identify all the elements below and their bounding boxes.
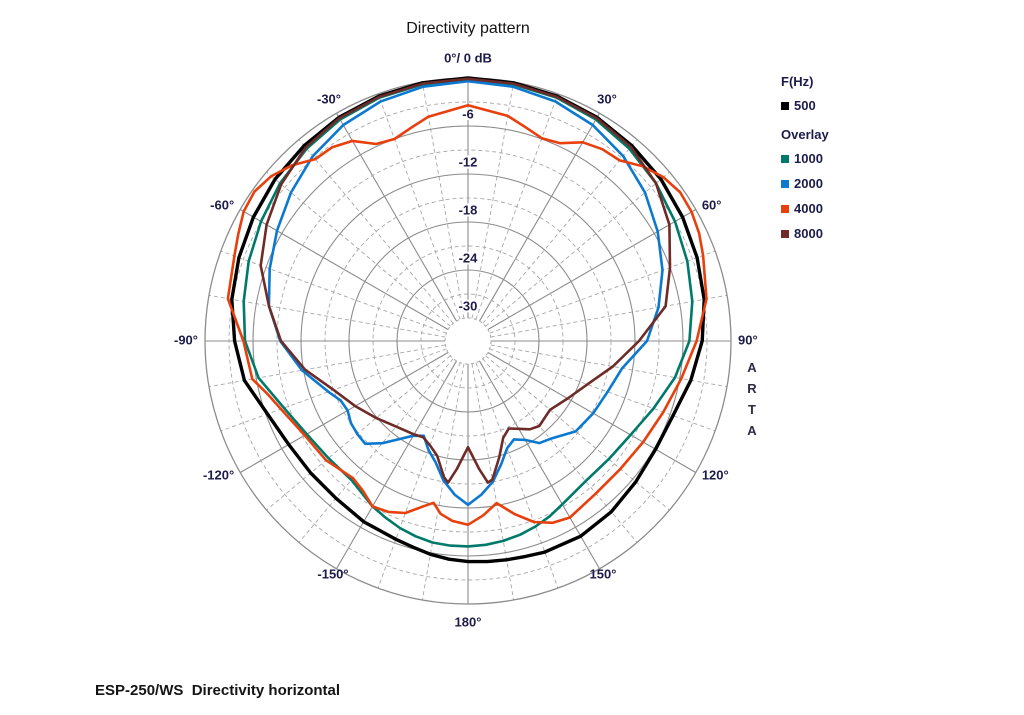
legend: F(Hz) 500 Overlay 1000 2000 4000 8000 <box>781 74 829 251</box>
legend-label: 1000 <box>794 151 823 166</box>
polar-grid-ring-dashed <box>372 245 564 437</box>
polar-grid-spoke-solid <box>336 360 457 570</box>
polar-grid-spoke-dashed <box>298 139 454 324</box>
polar-grid-spoke-solid <box>487 209 697 330</box>
chart-title: Directivity pattern <box>406 20 530 37</box>
polar-grid-spoke-dashed <box>208 344 446 388</box>
polar-grid-spoke-dashed <box>421 81 465 319</box>
legend-swatch-icon <box>781 154 789 163</box>
db-tick-label: -24 <box>459 250 479 265</box>
legend-overlay-header: Overlay <box>781 127 829 142</box>
angle-tick-label: 120° <box>702 467 729 482</box>
legend-swatch-icon <box>781 101 789 110</box>
polar-grid-spoke-dashed <box>490 294 728 338</box>
polar-grid-inner-hole <box>444 317 492 365</box>
polar-grid-spoke-solid <box>239 209 449 330</box>
angle-tick-label: 150° <box>590 566 617 581</box>
polar-grid-ring-solid <box>300 173 636 509</box>
polar-grid-spoke-dashed <box>471 81 515 319</box>
angle-tick-label: -30° <box>317 92 341 107</box>
db-tick-label: -12 <box>459 154 478 169</box>
polar-grid-spoke-solid <box>479 112 600 322</box>
arta-letter: T <box>748 402 756 417</box>
legend-swatch-icon <box>781 204 789 213</box>
arta-letter: A <box>747 423 757 438</box>
polar-grid-ring-dashed <box>420 293 516 389</box>
legend-label: 500 <box>794 98 816 113</box>
arta-letter: A <box>747 360 757 375</box>
footer-caption: ESP-250/WS Directivity horizontal <box>95 682 341 699</box>
legend-item-4000: 4000 <box>781 201 829 216</box>
angle-tick-label: 60° <box>702 197 722 212</box>
db-tick-label: -30 <box>459 298 478 313</box>
angle-tick-label: -120° <box>203 467 234 482</box>
legend-swatch-icon <box>781 179 789 188</box>
curve-2000hz <box>267 79 664 507</box>
curve-8000hz <box>259 77 672 484</box>
polar-grid-ring-dashed <box>324 197 612 485</box>
polar-grid-spoke-solid <box>487 352 697 473</box>
db-tick-label: -6 <box>462 106 474 121</box>
polar-grid-spoke-dashed <box>208 294 446 338</box>
polar-grid-ring-solid <box>396 269 540 413</box>
polar-grid-ring-dashed <box>228 101 708 581</box>
polar-grid-spoke-dashed <box>266 355 451 511</box>
angle-tick-label: 90° <box>738 332 758 347</box>
legend-swatch-icon <box>781 229 789 238</box>
polar-grid-ring-solid <box>348 221 588 461</box>
legend-item-2000: 2000 <box>781 176 829 191</box>
angle-tick-label: 30° <box>597 92 617 107</box>
angle-tick-label: 0°/ 0 dB <box>444 50 492 65</box>
arta-letter: R <box>747 381 757 396</box>
angle-tick-label: -150° <box>317 566 348 581</box>
legend-item-8000: 8000 <box>781 226 829 241</box>
legend-label: 8000 <box>794 226 823 241</box>
db-tick-label: -18 <box>459 202 478 217</box>
angle-tick-label: -90° <box>174 332 198 347</box>
polar-grid-ring-dashed <box>276 149 660 533</box>
legend-item-1000: 1000 <box>781 151 829 166</box>
angle-tick-label: 180° <box>455 614 482 629</box>
legend-freq-header: F(Hz) <box>781 74 814 89</box>
angle-tick-label: -60° <box>210 197 234 212</box>
legend-item-500: 500 <box>781 98 829 113</box>
polar-grid-ring-solid <box>252 125 684 557</box>
legend-label: 4000 <box>794 201 823 216</box>
legend-label: 2000 <box>794 176 823 191</box>
curve-4000hz <box>226 103 708 527</box>
